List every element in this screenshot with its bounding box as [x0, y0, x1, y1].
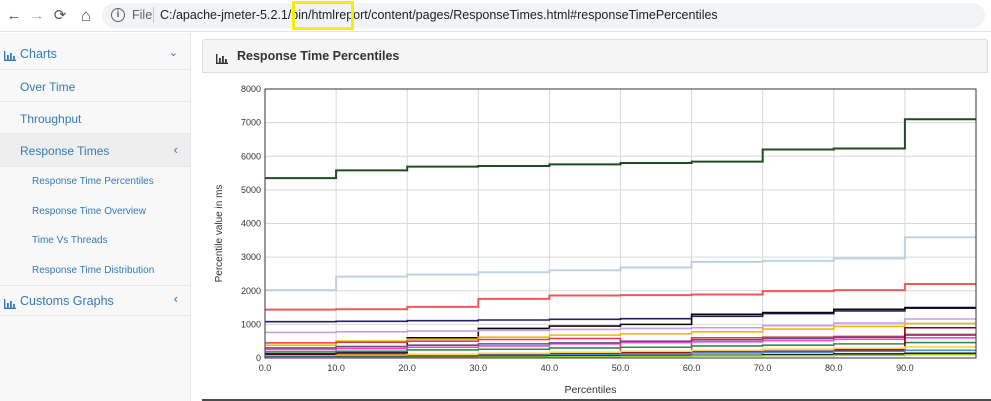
sidebar-subitem-label: Response Time Percentiles — [32, 176, 154, 187]
sidebar-item-label: Throughput — [20, 112, 82, 126]
address-bar[interactable]: i File C:/apache-jmeter-5.2.1/bin/htmlre… — [102, 3, 985, 28]
home-icon[interactable]: ⌂ — [80, 6, 92, 25]
chevron-down-icon: ⌄ — [168, 47, 178, 59]
x-tick-label: 50.0 — [612, 363, 630, 373]
file-scheme-label: File — [132, 8, 153, 22]
sidebar-subitem-overview[interactable]: Response Time Overview — [0, 197, 190, 226]
x-tick-label: 0.0 — [259, 363, 272, 373]
back-icon[interactable]: ← — [6, 7, 22, 24]
series-line — [265, 334, 976, 349]
sidebar-item-response-times[interactable]: Response Times ‹ — [0, 134, 190, 167]
x-axis-label: Percentiles — [565, 384, 617, 396]
highlight-box — [292, 1, 354, 30]
sidebar-item-custom-graphs[interactable]: Customs Graphs ‹ — [0, 286, 190, 316]
series-line — [265, 236, 976, 292]
series-line — [265, 353, 976, 359]
address-divider — [153, 7, 154, 23]
sidebar-item-label: Charts — [20, 47, 57, 61]
y-tick-label: 6000 — [241, 151, 261, 161]
sidebar-item-label: Over Time — [20, 80, 76, 94]
forward-icon[interactable]: → — [29, 7, 45, 24]
y-tick-label: 5000 — [241, 185, 261, 195]
bar-chart-icon — [4, 48, 16, 66]
y-tick-label: 1000 — [241, 319, 261, 329]
browser-toolbar: ← → ⟳ ⌂ i File C:/apache-jmeter-5.2.1/bi… — [0, 0, 991, 32]
sidebar: Charts ⌄ Over Time Throughput Response T… — [0, 33, 191, 401]
sidebar-item-label: Customs Graphs — [20, 294, 114, 308]
series-line — [265, 118, 976, 180]
sidebar-item-charts[interactable]: Charts ⌄ — [0, 33, 190, 70]
x-tick-label: 90.0 — [896, 363, 914, 373]
y-tick-label: 0 — [256, 353, 261, 363]
reload-icon[interactable]: ⟳ — [53, 7, 67, 24]
x-tick-label: 30.0 — [470, 363, 488, 373]
y-tick-label: 7000 — [241, 118, 261, 128]
sidebar-subitem-label: Response Time Distribution — [32, 265, 155, 276]
sidebar-subitem-distribution[interactable]: Response Time Distribution — [0, 256, 190, 286]
y-tick-label: 8000 — [241, 84, 261, 94]
main-content: Response Time Percentiles 0 1000 2000 3000 4… — [196, 33, 991, 401]
series-line — [265, 341, 976, 353]
x-tick-label: 10.0 — [327, 363, 345, 373]
plot-border — [264, 88, 977, 359]
series-line — [265, 346, 976, 357]
chevron-left-icon: ‹ — [173, 291, 178, 306]
x-tick-label: 80.0 — [825, 363, 843, 373]
bar-chart-icon — [216, 51, 228, 69]
sidebar-subitem-label: Response Time Overview — [32, 206, 146, 217]
sidebar-item-label: Response Times — [20, 144, 110, 158]
url-text[interactable]: C:/apache-jmeter-5.2.1/bin/htmlreport/co… — [160, 8, 718, 22]
bar-chart-icon — [4, 296, 16, 314]
x-tick-label: 40.0 — [541, 363, 559, 373]
panel-title: Response Time Percentiles — [237, 49, 400, 63]
x-tick-label: 60.0 — [683, 363, 701, 373]
sidebar-subitem-label: Time Vs Threads — [32, 235, 108, 246]
chevron-left-icon: ‹ — [173, 142, 178, 157]
sidebar-item-throughput[interactable]: Throughput — [0, 102, 190, 134]
x-tick-label: 20.0 — [398, 363, 416, 373]
series-line — [265, 283, 976, 311]
sidebar-subitem-percentiles[interactable]: Response Time Percentiles — [0, 167, 190, 197]
series-line — [265, 318, 976, 334]
panel-heading: Response Time Percentiles — [202, 39, 988, 73]
y-axis-label: Percentile value in ms — [214, 185, 225, 283]
y-tick-label: 2000 — [241, 286, 261, 296]
x-tick-label: 70.0 — [754, 363, 772, 373]
percentiles-chart[interactable]: 0 1000 2000 3000 4000 5000 6000 7000 8000 0.0 10.0… — [202, 74, 991, 401]
info-icon[interactable]: i — [111, 8, 125, 22]
sidebar-item-over-time[interactable]: Over Time — [0, 70, 190, 102]
y-tick-label: 3000 — [241, 252, 261, 262]
sidebar-subitem-time-vs-threads[interactable]: Time Vs Threads — [0, 226, 190, 256]
y-tick-label: 4000 — [241, 219, 261, 229]
